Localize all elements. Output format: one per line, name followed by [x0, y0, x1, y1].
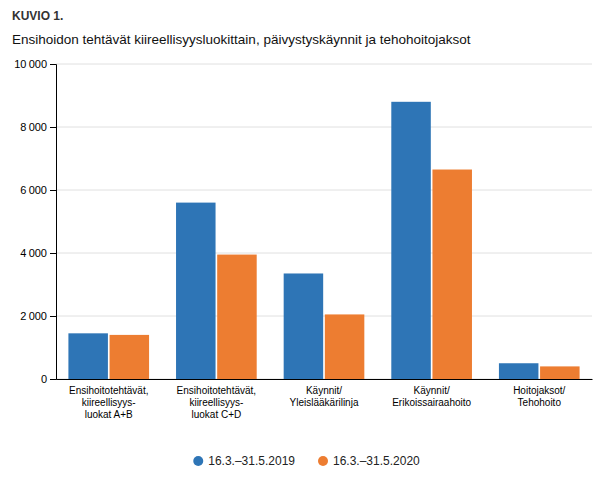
tick: 0 [41, 373, 56, 385]
tick-label-line: kiireellisyys- [189, 397, 243, 408]
grid-line [56, 64, 592, 65]
bar-series [110, 170, 580, 379]
legend-label: 16.3.–31.5.2020 [333, 454, 420, 468]
tick-mark [50, 379, 56, 380]
tick: Käynnit/Yleislääkärilinja [290, 385, 359, 408]
bar [68, 333, 108, 379]
tick-label: Hoitojaksot/Tehohoito [513, 385, 565, 408]
tick-mark [50, 316, 56, 317]
plot: 0 2 000 4 000 6 000 8 000 10 000 Ensihoitoteht… [14, 58, 592, 420]
bar [391, 102, 431, 379]
tick: Käynnit/Erikoissairaahoito [392, 385, 471, 408]
grid [56, 64, 592, 379]
tick: 10 000 [14, 58, 56, 70]
tick-label-line: luokat A+B [85, 409, 133, 420]
tick: 8 000 [20, 121, 56, 133]
grid-line [56, 190, 592, 191]
tick-label: 8 000 [20, 121, 47, 133]
bars [68, 102, 579, 379]
tick: 2 000 [20, 310, 56, 322]
bar [110, 335, 150, 379]
tick-label: 2 000 [20, 310, 47, 322]
tick-label-line: kiireellisyys- [82, 397, 136, 408]
bar-series [68, 102, 538, 379]
tick-mark [50, 253, 56, 254]
tick: 6 000 [20, 184, 56, 196]
tick-label-line: Tehohoito [518, 397, 562, 408]
tick-label-line: Yleislääkärilinja [290, 397, 359, 408]
tick-label: Käynnit/Yleislääkärilinja [290, 385, 359, 408]
legend-swatch [193, 456, 203, 466]
tick-label-line: Hoitojaksot/ [513, 385, 565, 396]
tick-label-line: Ensihoitotehtävät, [69, 385, 149, 396]
bar [325, 314, 365, 379]
tick: Ensihoitotehtävät,kiireellisyys-luokat C… [177, 385, 257, 420]
legend-item: 16.3.–31.5.2019 [193, 454, 295, 468]
bar [217, 255, 257, 379]
tick-label-line: luokat C+D [191, 409, 241, 420]
y-axis: 0 2 000 4 000 6 000 8 000 10 000 [14, 58, 56, 385]
grid-line [56, 253, 592, 254]
tick-label: Käynnit/Erikoissairaahoito [392, 385, 471, 408]
tick-label: Ensihoitotehtävät,kiireellisyys-luokat A… [69, 385, 149, 420]
bar [176, 203, 216, 379]
bar [284, 273, 324, 379]
tick: 4 000 [20, 247, 56, 259]
tick-label: 4 000 [20, 247, 47, 259]
tick-label: 10 000 [14, 58, 47, 70]
tick-label-line: Käynnit/ [306, 385, 342, 396]
legend-label: 16.3.–31.5.2019 [208, 454, 295, 468]
tick-label-line: Käynnit/ [414, 385, 450, 396]
tick-label: 6 000 [20, 184, 47, 196]
tick: Hoitojaksot/Tehohoito [513, 385, 565, 408]
legend-swatch [318, 456, 328, 466]
chart: KUVIO 1. Ensihoidon tehtävät kiireellisyy… [0, 0, 608, 483]
tick-mark [50, 127, 56, 128]
x-axis: Ensihoitotehtävät,kiireellisyys-luokat A… [57, 380, 593, 421]
tick-label: Ensihoitotehtävät,kiireellisyys-luokat C… [177, 385, 257, 420]
tick-mark [50, 64, 56, 65]
title: Ensihoidon tehtävät kiireellisyysluokitt… [12, 32, 471, 47]
tick-label: 0 [41, 373, 47, 385]
axis-line [50, 65, 57, 380]
tick-label-line: Erikoissairaahoito [392, 397, 471, 408]
grid-line [56, 316, 592, 317]
bar [540, 366, 580, 379]
legend-item: 16.3.–31.5.2020 [318, 454, 420, 468]
tick: Ensihoitotehtävät,kiireellisyys-luokat A… [69, 385, 149, 420]
bar [499, 363, 539, 379]
bar [432, 170, 472, 379]
axis-line [57, 379, 593, 380]
grid-line [56, 127, 592, 128]
legend: 16.3.–31.5.2019 16.3.–31.5.2020 [193, 454, 420, 468]
tick-mark [50, 190, 56, 191]
tick-label-line: Ensihoitotehtävät, [177, 385, 257, 396]
annotation: KUVIO 1. [12, 9, 63, 23]
